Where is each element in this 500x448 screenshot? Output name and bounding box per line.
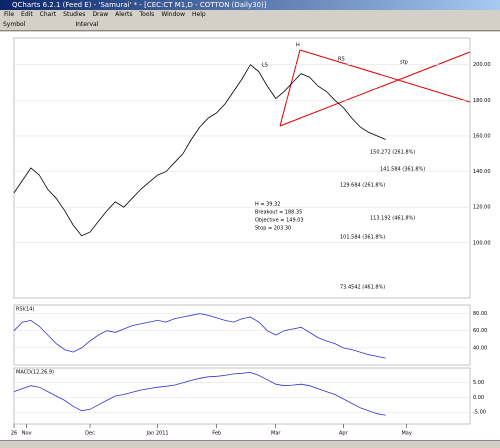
menu-item[interactable]: File — [4, 11, 15, 18]
annotation: H — [296, 43, 300, 49]
menu-item[interactable]: Help — [191, 11, 206, 18]
chart-area: 200.00 180.00 160.00 140.00 120.00 100.00 26 No… — [0, 32, 500, 440]
panel-frame — [13, 304, 471, 366]
panel-title: MACD(12,26,9) — [16, 370, 54, 376]
annotation: H = 39.32 — [255, 202, 280, 208]
annotation: 141.584 (361.8%) — [380, 167, 425, 173]
panel-title: RSI(14) — [16, 307, 34, 313]
annotation: Objective = 149.03 — [255, 218, 304, 224]
x-tick-label: Apr — [339, 431, 349, 437]
annotation: 101.584 (361.8%) — [340, 235, 385, 241]
annotation: Stop = 203.30 — [255, 226, 291, 232]
interval-label: Interval — [75, 21, 99, 28]
series-line — [13, 313, 386, 359]
annotation: 73.4542 (461.8%) — [340, 285, 385, 291]
chart-background — [0, 32, 500, 440]
trendline — [279, 49, 301, 127]
annotation: LS — [262, 63, 268, 69]
annotation: 113.192 (461.8%) — [370, 216, 415, 222]
menu-item[interactable]: Window — [161, 11, 185, 18]
y-tick-label: 100.00 — [473, 240, 491, 246]
panel-frame — [13, 37, 471, 299]
symbol-label: Symbol — [3, 21, 26, 28]
y-tick-label: 80.00 — [473, 311, 487, 317]
menu-item[interactable]: Edit — [21, 11, 33, 18]
y-tick-label: 0.00 — [473, 395, 484, 401]
menu-item[interactable]: Studies — [63, 11, 86, 18]
annotation: RS — [338, 57, 345, 63]
annotation: 129.684 (261.8%) — [340, 183, 385, 189]
menu-item[interactable]: Alerts — [115, 11, 133, 18]
y-tick-label: 160.00 — [473, 133, 491, 139]
x-tick-label: 26 — [11, 431, 17, 437]
x-tick-label: Feb — [212, 431, 221, 437]
toolbar: Symbol Interval — [0, 19, 500, 31]
annotation: stp — [400, 60, 408, 66]
x-tick-label: Jan 2011 — [146, 431, 169, 437]
y-tick-label: 200.00 — [473, 62, 491, 68]
x-tick-label: May — [401, 431, 411, 437]
y-tick-label: 60.00 — [473, 328, 487, 334]
y-tick-label: 180.00 — [473, 98, 491, 104]
x-tick-label: Nov — [22, 431, 32, 437]
y-tick-label: 140.00 — [473, 169, 491, 175]
x-tick-label: Dec — [85, 431, 95, 437]
status-bar — [0, 440, 500, 448]
trendline — [279, 51, 471, 127]
y-tick-label: -5.00 — [473, 410, 486, 416]
menu-item[interactable]: Draw — [92, 11, 109, 18]
y-tick-label: 120.00 — [473, 205, 491, 211]
menu-item[interactable]: Chart — [39, 11, 57, 18]
annotation: Breakout = 188.35 — [255, 210, 302, 216]
y-tick-label: 5.00 — [473, 380, 484, 386]
y-tick-label: 40.00 — [473, 345, 487, 351]
title-bar: QCharts 6.2.1 (Feed E) - 'Samurai' * - [… — [0, 0, 500, 10]
menu-bar: File Edit Chart Studies Draw Alerts Tools Windo… — [0, 10, 500, 19]
menu-item[interactable]: Tools — [139, 11, 155, 18]
panel-frame — [13, 367, 471, 425]
x-tick-label: Mar — [271, 431, 281, 437]
annotation: 150.272 (261.8%) — [370, 150, 415, 156]
trendline — [299, 49, 471, 103]
series-line — [13, 371, 386, 416]
series-line — [13, 64, 386, 237]
